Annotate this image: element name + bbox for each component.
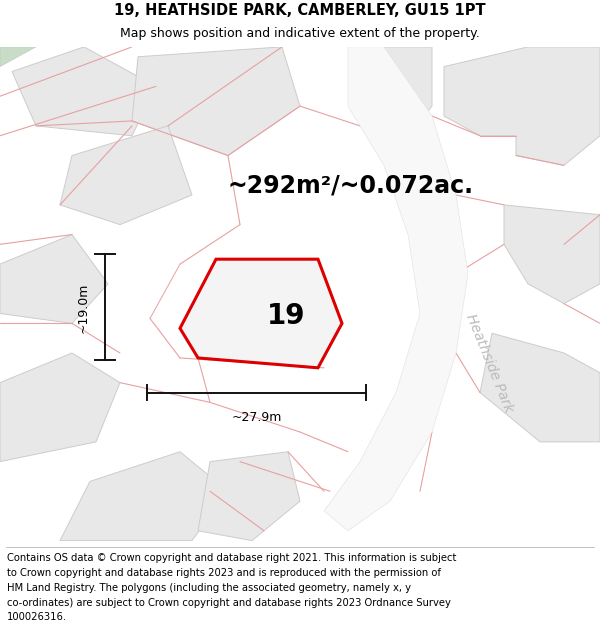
Polygon shape: [444, 47, 600, 166]
Text: 19: 19: [267, 302, 305, 330]
Text: Contains OS data © Crown copyright and database right 2021. This information is : Contains OS data © Crown copyright and d…: [7, 553, 457, 563]
Text: to Crown copyright and database rights 2023 and is reproduced with the permissio: to Crown copyright and database rights 2…: [7, 568, 441, 578]
Text: 19, HEATHSIDE PARK, CAMBERLEY, GU15 1PT: 19, HEATHSIDE PARK, CAMBERLEY, GU15 1PT: [114, 2, 486, 18]
Text: ~27.9m: ~27.9m: [232, 411, 281, 424]
Polygon shape: [0, 234, 108, 323]
Polygon shape: [0, 353, 120, 462]
Polygon shape: [180, 259, 342, 368]
Polygon shape: [480, 333, 600, 442]
Polygon shape: [12, 47, 156, 136]
Polygon shape: [198, 452, 300, 541]
Text: co-ordinates) are subject to Crown copyright and database rights 2023 Ordnance S: co-ordinates) are subject to Crown copyr…: [7, 598, 451, 608]
Polygon shape: [60, 452, 228, 541]
Text: HM Land Registry. The polygons (including the associated geometry, namely x, y: HM Land Registry. The polygons (includin…: [7, 582, 411, 592]
Text: Map shows position and indicative extent of the property.: Map shows position and indicative extent…: [120, 28, 480, 40]
Polygon shape: [60, 126, 192, 224]
Text: Heathside Park: Heathside Park: [463, 312, 515, 414]
Polygon shape: [324, 47, 468, 531]
Polygon shape: [504, 205, 600, 304]
Text: ~292m²/~0.072ac.: ~292m²/~0.072ac.: [228, 173, 474, 197]
Text: 100026316.: 100026316.: [7, 612, 67, 622]
Polygon shape: [0, 47, 36, 67]
Polygon shape: [132, 47, 300, 156]
Polygon shape: [360, 47, 432, 136]
Text: ~19.0m: ~19.0m: [77, 282, 90, 332]
